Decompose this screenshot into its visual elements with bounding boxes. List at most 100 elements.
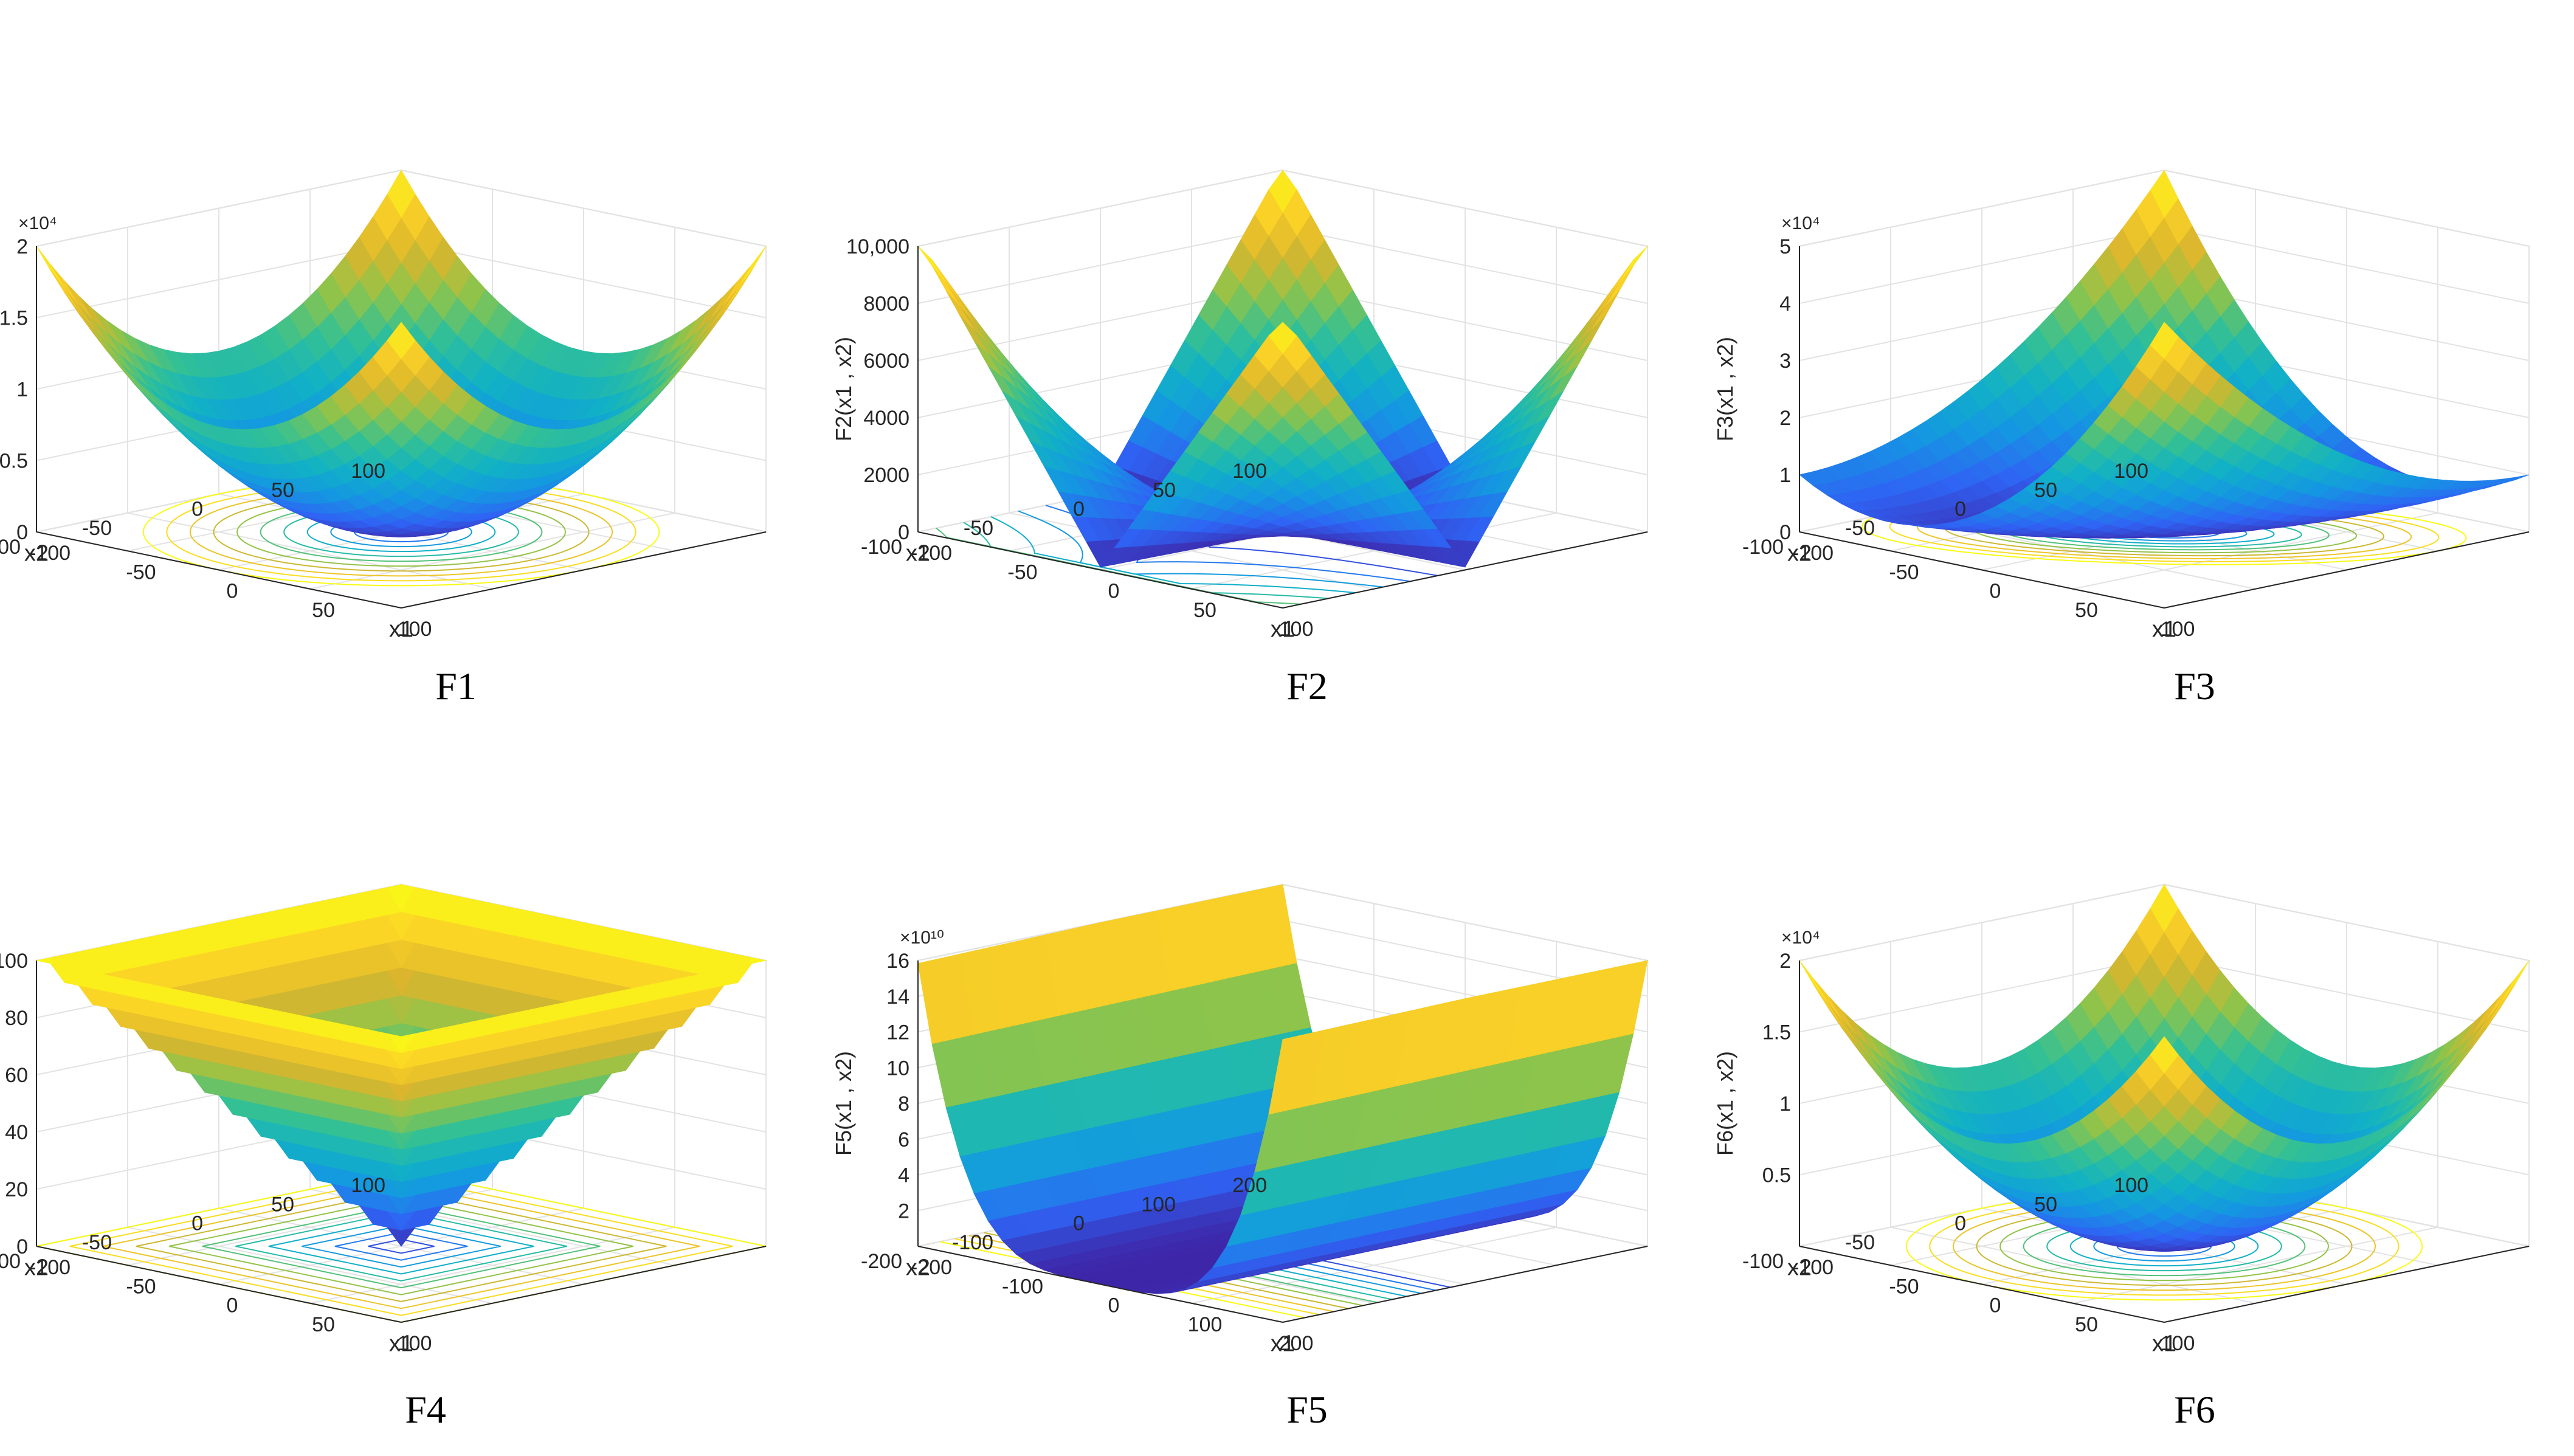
caption-f1: F1 — [435, 664, 477, 708]
x2-tick-label: -100 — [0, 536, 21, 559]
axis-lines-f3 — [1799, 246, 2530, 609]
z-tick-label: 0 — [16, 1235, 28, 1258]
x2-axis-label: x2 — [1787, 541, 1812, 567]
axis-lines-f6 — [1799, 961, 2530, 1323]
z-axis-label: F6(x1 , x2) — [1713, 1051, 1737, 1156]
x1-tick-label: -100 — [1002, 1275, 1043, 1298]
surface-f4 — [36, 884, 767, 1247]
x2-tick-label: -100 — [861, 536, 902, 559]
panel-f5: -200-1000100200-200-10001002002468101214… — [831, 883, 1648, 1431]
z-tick-label: 1.5 — [0, 307, 28, 330]
x1-tick-label: 0 — [1108, 1294, 1120, 1317]
x2-tick-label: -200 — [861, 1250, 902, 1273]
x2-tick-label: 200 — [1232, 1174, 1267, 1197]
x1-tick-label: -100 — [29, 542, 71, 565]
z-tick-label: 12 — [886, 1021, 909, 1044]
x2-tick-label: 0 — [1955, 498, 1966, 521]
surface-f3 — [1799, 170, 2530, 539]
x1-tick-label: -50 — [126, 561, 156, 584]
panel-f3: -100 -50 0 50 100 -100 -50 0 50 100 0 1 2 3 4 5×10⁴ x1 x2… — [1713, 169, 2530, 708]
z-tick-label: 10,000 — [846, 235, 909, 258]
z-axis-label: F3(x1 , x2) — [1713, 337, 1737, 441]
z-tick-label: 16 — [886, 950, 909, 973]
x1-axis-label: x1 — [2152, 617, 2176, 643]
x1-tick-label: 100 — [1279, 618, 1314, 641]
z-tick-label: 10 — [886, 1057, 909, 1080]
x1-tick-label: 0 — [1108, 580, 1120, 603]
z-tick-label: 8 — [898, 1092, 909, 1116]
x2-tick-label: -50 — [1845, 517, 1875, 540]
z-tick-label: 1.5 — [1762, 1021, 1791, 1044]
x1-axis-label: x1 — [1271, 617, 1295, 643]
z-axis-label: F2(x1 , x2) — [831, 337, 856, 441]
axis-lines-f4 — [36, 961, 767, 1323]
surface-f5 — [917, 884, 1648, 1294]
z-tick-label: 14 — [886, 985, 909, 1009]
contours-f4 — [36, 1169, 767, 1323]
z-tick-label: 100 — [0, 950, 28, 973]
x1-axis-label: x1 — [1271, 1331, 1295, 1357]
caption-f2: F2 — [1286, 664, 1328, 708]
x1-tick-label: 100 — [2161, 1332, 2195, 1355]
z-tick-label: 0 — [1779, 521, 1791, 544]
x1-tick-label: -50 — [126, 1275, 156, 1298]
caption-f4: F4 — [405, 1388, 446, 1431]
z-scale-label: ×10⁴ — [1781, 213, 1820, 233]
panel-f1: -100 -50 0 50 100 -100 -50 0 50 100 0 0.5 1 1.5 2×10⁴ x… — [0, 169, 767, 708]
x1-axis-label: x1 — [389, 1331, 413, 1357]
z-tick-label: 0.5 — [1762, 1164, 1791, 1187]
x2-tick-label: 0 — [191, 1212, 203, 1235]
x1-tick-label: -50 — [1889, 561, 1919, 584]
z-tick-label: 1 — [1779, 464, 1791, 487]
x2-tick-label: 0 — [191, 498, 203, 521]
z-tick-label: 0 — [16, 521, 28, 544]
z-tick-label: 2000 — [863, 464, 909, 487]
x1-tick-label: -200 — [911, 1256, 952, 1279]
x2-axis-label: x2 — [24, 1255, 49, 1281]
surface-f1 — [36, 170, 767, 537]
z-scale-label: ×10⁴ — [1781, 928, 1820, 948]
z-tick-label: 80 — [5, 1007, 28, 1030]
x1-tick-label: -100 — [29, 1256, 71, 1279]
z-scale-label: ×10⁴ — [18, 213, 57, 233]
x2-tick-label: -50 — [1845, 1231, 1875, 1254]
x2-tick-label: 50 — [1153, 478, 1176, 502]
x1-tick-label: 100 — [1188, 1313, 1223, 1336]
z-tick-label: 4 — [1779, 292, 1791, 316]
z-tick-label: 4000 — [863, 407, 909, 430]
x2-tick-label: -100 — [1742, 536, 1784, 559]
x2-tick-label: 50 — [2034, 478, 2057, 502]
panel-f2: -100 -50 0 50 100 -100 -50 0 50 100 0 2000 4000 6000 8… — [831, 169, 1648, 708]
z-tick-label: 0.5 — [0, 450, 28, 473]
z-tick-label: 2 — [16, 235, 28, 258]
x2-tick-label: -50 — [82, 517, 112, 540]
z-tick-label: 8000 — [863, 292, 909, 316]
z-tick-label: 20 — [5, 1178, 28, 1201]
surface-f2 — [917, 170, 1648, 568]
x1-axis-label: x1 — [2152, 1331, 2176, 1357]
x2-tick-label: 100 — [2114, 460, 2148, 483]
x2-tick-label: 100 — [351, 460, 385, 483]
x2-tick-label: 50 — [271, 478, 294, 502]
x2-tick-label: -50 — [82, 1231, 112, 1254]
x2-tick-label: -50 — [964, 517, 993, 540]
x2-tick-label: -100 — [952, 1231, 993, 1254]
caption-f3: F3 — [2174, 664, 2215, 708]
x2-tick-label: 50 — [271, 1193, 294, 1216]
x1-tick-label: 100 — [2161, 618, 2195, 641]
x1-tick-label: 50 — [312, 1313, 335, 1336]
z-tick-label: 2 — [898, 1199, 909, 1223]
x1-tick-label: 50 — [1193, 599, 1216, 622]
x1-tick-label: -100 — [911, 542, 952, 565]
caption-f6: F6 — [2174, 1388, 2215, 1431]
z-tick-label: 1 — [16, 378, 28, 401]
x1-tick-label: -50 — [1889, 1275, 1919, 1298]
z-tick-label: 0 — [898, 521, 909, 544]
x2-tick-label: 100 — [2114, 1174, 2148, 1197]
axis-lines-f5 — [917, 961, 1648, 1323]
x2-tick-label: 100 — [1232, 460, 1267, 483]
caption-f5: F5 — [1286, 1388, 1328, 1431]
z-tick-label: 2 — [1779, 950, 1791, 973]
x1-tick-label: 0 — [227, 580, 238, 603]
x1-tick-label: 200 — [1279, 1332, 1314, 1355]
